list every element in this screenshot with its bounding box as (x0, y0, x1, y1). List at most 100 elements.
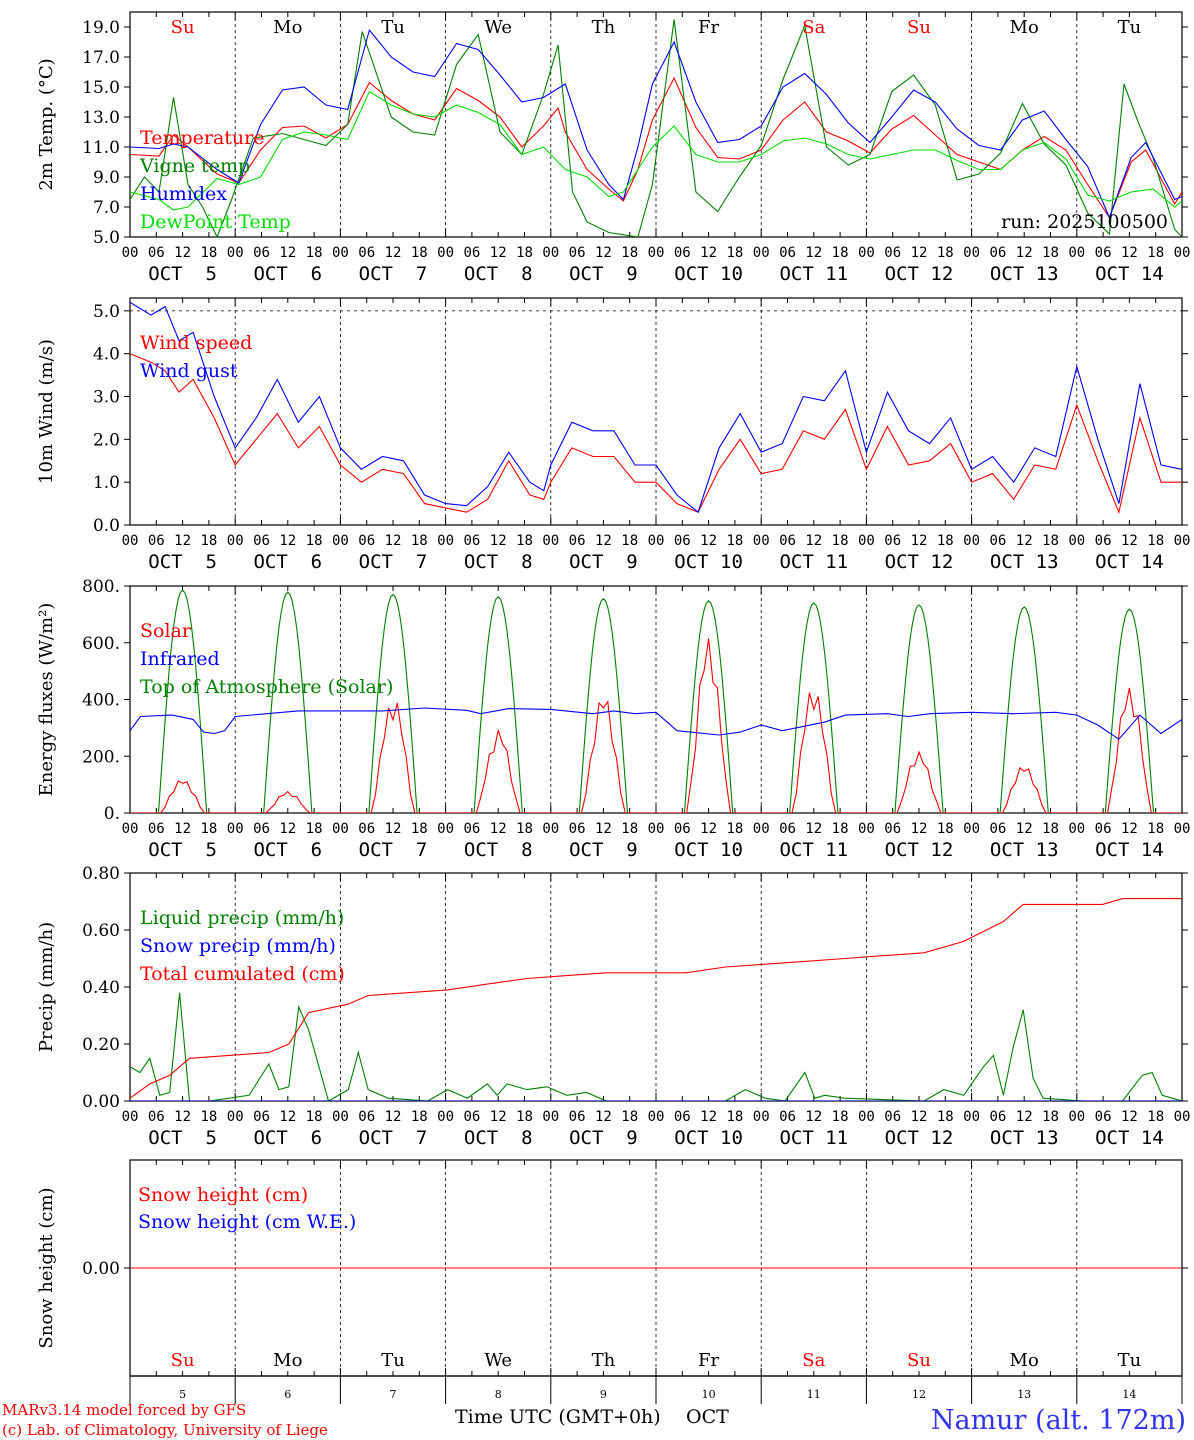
series-infrared (130, 707, 1182, 740)
day-number-label: 13 (1017, 1388, 1031, 1401)
hour-tick-label: 00 (648, 821, 665, 837)
date-label: OCT 6 (253, 263, 322, 285)
x-axis-title: Time UTC (GMT+0h) (455, 1406, 661, 1428)
day-label-tu: Tu (1118, 1350, 1142, 1371)
hour-tick-label: 18 (621, 1109, 638, 1125)
date-label: OCT 5 (148, 1127, 217, 1149)
hour-tick-label: 00 (437, 821, 454, 837)
date-label: OCT 5 (148, 839, 217, 861)
hour-tick-label: 00 (1068, 821, 1085, 837)
hour-tick-label: 18 (411, 1109, 428, 1125)
panel-temp: 5.0 7.0 9.0 11.0 13.0 15.0 17.0 19.0 2m Temp. (°… (36, 11, 1188, 248)
station-label: Namur (alt. 172m) (931, 1405, 1186, 1436)
date-label: OCT 6 (253, 551, 322, 573)
hour-tick-label: 06 (779, 533, 796, 549)
date-label: OCT 9 (569, 839, 638, 861)
y-tick-label: 11.0 (82, 138, 120, 158)
hour-tick-label: 00 (332, 245, 349, 261)
hour-tick-label: 06 (253, 821, 270, 837)
footer: MARv3.14 model forced by GFS (c) Lab. of … (2, 1401, 1186, 1439)
hour-tick-label: 06 (779, 821, 796, 837)
hour-tick-label: 00 (437, 245, 454, 261)
hour-tick-label: 06 (1095, 1109, 1112, 1125)
date-label: OCT 7 (359, 1127, 428, 1149)
hour-tick-label: 18 (621, 821, 638, 837)
hour-tick-label: 12 (385, 1109, 402, 1125)
day-label-su: Su (907, 17, 931, 38)
date-label: OCT 5 (148, 263, 217, 285)
y-tick-label: 5.0 (93, 228, 120, 248)
hour-tick-label: 00 (227, 1109, 244, 1125)
day-number-label: 14 (1122, 1388, 1136, 1401)
hour-tick-label: 12 (911, 821, 928, 837)
hour-tick-label: 00 (1068, 1109, 1085, 1125)
hour-tick-label: 06 (779, 245, 796, 261)
y-tick-label: 19.0 (82, 18, 120, 38)
date-label: OCT 7 (359, 263, 428, 285)
x-axis-labels: 00 06 12 18 00 06 12 18 00 06 12 18 00 06 12 18 00 06 12 18… (122, 245, 1191, 285)
hour-tick-label: 06 (989, 821, 1006, 837)
day-label-su: Su (171, 17, 195, 38)
day-number-label: 10 (702, 1388, 716, 1401)
hour-tick-label: 00 (227, 245, 244, 261)
hour-tick-label: 00 (122, 821, 139, 837)
hour-tick-label: 12 (385, 245, 402, 261)
date-label: OCT 11 (779, 551, 848, 573)
hour-tick-label: 00 (122, 533, 139, 549)
day-number-label: 12 (912, 1388, 926, 1401)
date-label: OCT 11 (779, 263, 848, 285)
date-label: OCT 8 (464, 263, 533, 285)
legend-entry: Liquid precip (mm/h) (140, 907, 344, 929)
y-tick-label: 0.40 (82, 978, 120, 998)
panel-snow: 0.00 Snow height (cm) Snow height (cm) Snow… (36, 1159, 1188, 1377)
hour-tick-label: 12 (805, 245, 822, 261)
y-axis-label: 2m Temp. (°C) (36, 58, 57, 190)
hour-tick-label: 00 (963, 245, 980, 261)
hour-tick-label: 06 (358, 1109, 375, 1125)
plot-frame (129, 11, 1183, 238)
date-label: OCT 13 (990, 551, 1059, 573)
legend-entry: Temperature (140, 127, 264, 149)
legend-entry: Wind speed (140, 332, 252, 354)
date-label: OCT 14 (1095, 1127, 1164, 1149)
hour-tick-label: 00 (1068, 533, 1085, 549)
hour-tick-label: 06 (674, 533, 691, 549)
hour-tick-label: 00 (437, 1109, 454, 1125)
hour-tick-label: 06 (569, 1109, 586, 1125)
legend-entry: Vigne temp (139, 155, 250, 177)
hour-tick-label: 12 (911, 245, 928, 261)
hour-tick-label: 12 (174, 533, 191, 549)
hour-tick-label: 12 (595, 821, 612, 837)
hour-tick-label: 12 (595, 1109, 612, 1125)
date-label: OCT 14 (1095, 263, 1164, 285)
hour-tick-label: 00 (963, 1109, 980, 1125)
x-axis-labels: 00 06 12 18 00 06 12 18 00 06 12 18 00 06 12 18 00 06 12 18… (122, 1109, 1191, 1149)
day-label-su: Su (907, 1350, 931, 1371)
day-label-fr: Fr (698, 17, 719, 38)
hour-tick-label: 18 (832, 533, 849, 549)
hour-tick-label: 18 (832, 1109, 849, 1125)
hour-tick-label: 18 (1147, 245, 1164, 261)
legend-entry: Total cumulated (cm) (140, 963, 345, 985)
hour-tick-label: 06 (253, 245, 270, 261)
hour-tick-label: 06 (463, 533, 480, 549)
y-tick-label: 0.00 (82, 1092, 120, 1112)
hour-tick-label: 18 (516, 821, 533, 837)
hour-tick-label: 18 (726, 1109, 743, 1125)
hour-tick-label: 18 (1042, 1109, 1059, 1125)
hour-tick-label: 00 (858, 821, 875, 837)
legend-entry: Humidex (140, 183, 227, 205)
hour-tick-label: 00 (332, 821, 349, 837)
hour-tick-label: 12 (174, 821, 191, 837)
series-top-of-atmosphere (130, 589, 1182, 813)
hour-tick-label: 18 (937, 1109, 954, 1125)
date-label: OCT 10 (674, 839, 743, 861)
hour-tick-label: 00 (542, 533, 559, 549)
y-tick-label: 400. (82, 691, 120, 711)
hour-tick-label: 12 (1016, 533, 1033, 549)
credit-line-2: (c) Lab. of Climatology, University of L… (2, 1421, 328, 1439)
hour-tick-label: 00 (122, 1109, 139, 1125)
hour-tick-label: 18 (726, 821, 743, 837)
hour-tick-label: 06 (358, 245, 375, 261)
